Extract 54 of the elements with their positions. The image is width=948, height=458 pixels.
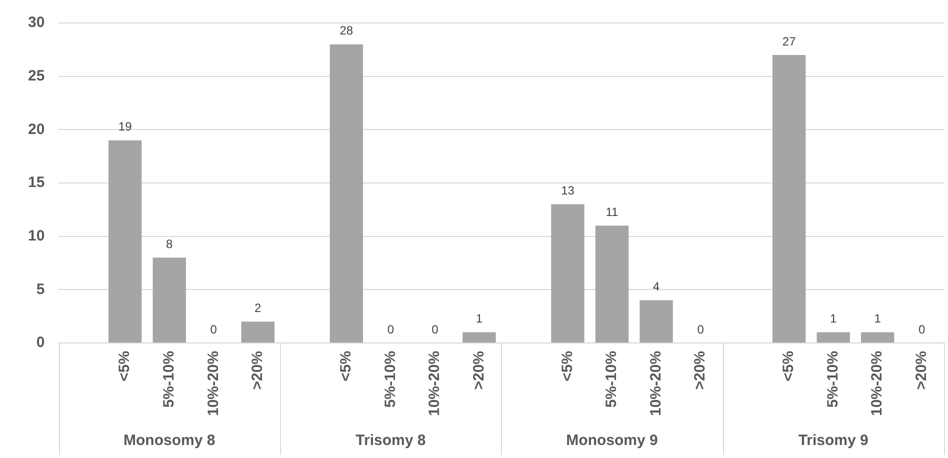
data-label: 0 (210, 322, 218, 336)
bar (551, 204, 584, 342)
x-tick-label: 10%-20% (204, 350, 222, 416)
y-tick-label: 20 (28, 120, 45, 138)
data-label: 0 (432, 322, 439, 336)
bar (462, 332, 496, 342)
data-label: 28 (340, 24, 354, 38)
text: Trisomy 9 (798, 432, 868, 450)
data-label: 0 (697, 322, 704, 336)
bar (772, 54, 806, 342)
data-label: 8 (166, 236, 174, 251)
bar (861, 332, 894, 342)
x-tick-label: 5%-10% (603, 350, 620, 408)
data-label: 2 (254, 300, 262, 315)
data-label: 1 (874, 312, 882, 326)
x-tick-label: <5% (116, 350, 134, 382)
x-tick-label: <5% (338, 350, 355, 382)
x-tick-label: 5%-10% (382, 350, 399, 408)
y-tick-label: 5 (36, 280, 45, 298)
bar (640, 300, 673, 342)
bar (108, 140, 142, 342)
x-tick-label: 10%-20% (426, 350, 444, 416)
text: Monosomy 8 (124, 432, 216, 450)
data-label: 0 (387, 322, 394, 336)
data-label: 11 (606, 204, 619, 219)
bar (816, 332, 850, 342)
bar (152, 258, 186, 342)
x-tick-label: 5%-10% (160, 350, 178, 408)
text: Monosomy 9 (566, 432, 658, 450)
data-label: 19 (118, 120, 132, 134)
y-tick-label: 0 (36, 334, 45, 352)
text: Trisomy 8 (356, 432, 426, 450)
bar (595, 226, 629, 342)
x-tick-label: 10%-20% (647, 350, 664, 416)
data-label: 1 (830, 312, 837, 326)
x-tick-label: <5% (780, 350, 798, 382)
data-label: 0 (918, 322, 926, 336)
x-tick-label: 5%-10% (824, 350, 842, 408)
y-tick-label: 10 (28, 227, 45, 244)
x-tick-label: >20% (470, 350, 488, 390)
x-tick-label: 10%-20% (868, 350, 886, 416)
y-tick-label: 30 (28, 14, 45, 32)
bar (330, 44, 364, 342)
x-tick-label: >20% (913, 350, 930, 390)
x-tick-label: >20% (249, 350, 266, 390)
y-tick-label: 15 (28, 174, 45, 192)
data-label: 4 (652, 280, 660, 294)
y-tick-label: 25 (28, 67, 45, 84)
data-label: 1 (476, 312, 483, 326)
data-label: 27 (782, 34, 796, 48)
bar (241, 322, 274, 342)
x-tick-label: >20% (692, 350, 709, 390)
data-label: 13 (561, 184, 575, 198)
x-tick-label: <5% (558, 350, 576, 382)
